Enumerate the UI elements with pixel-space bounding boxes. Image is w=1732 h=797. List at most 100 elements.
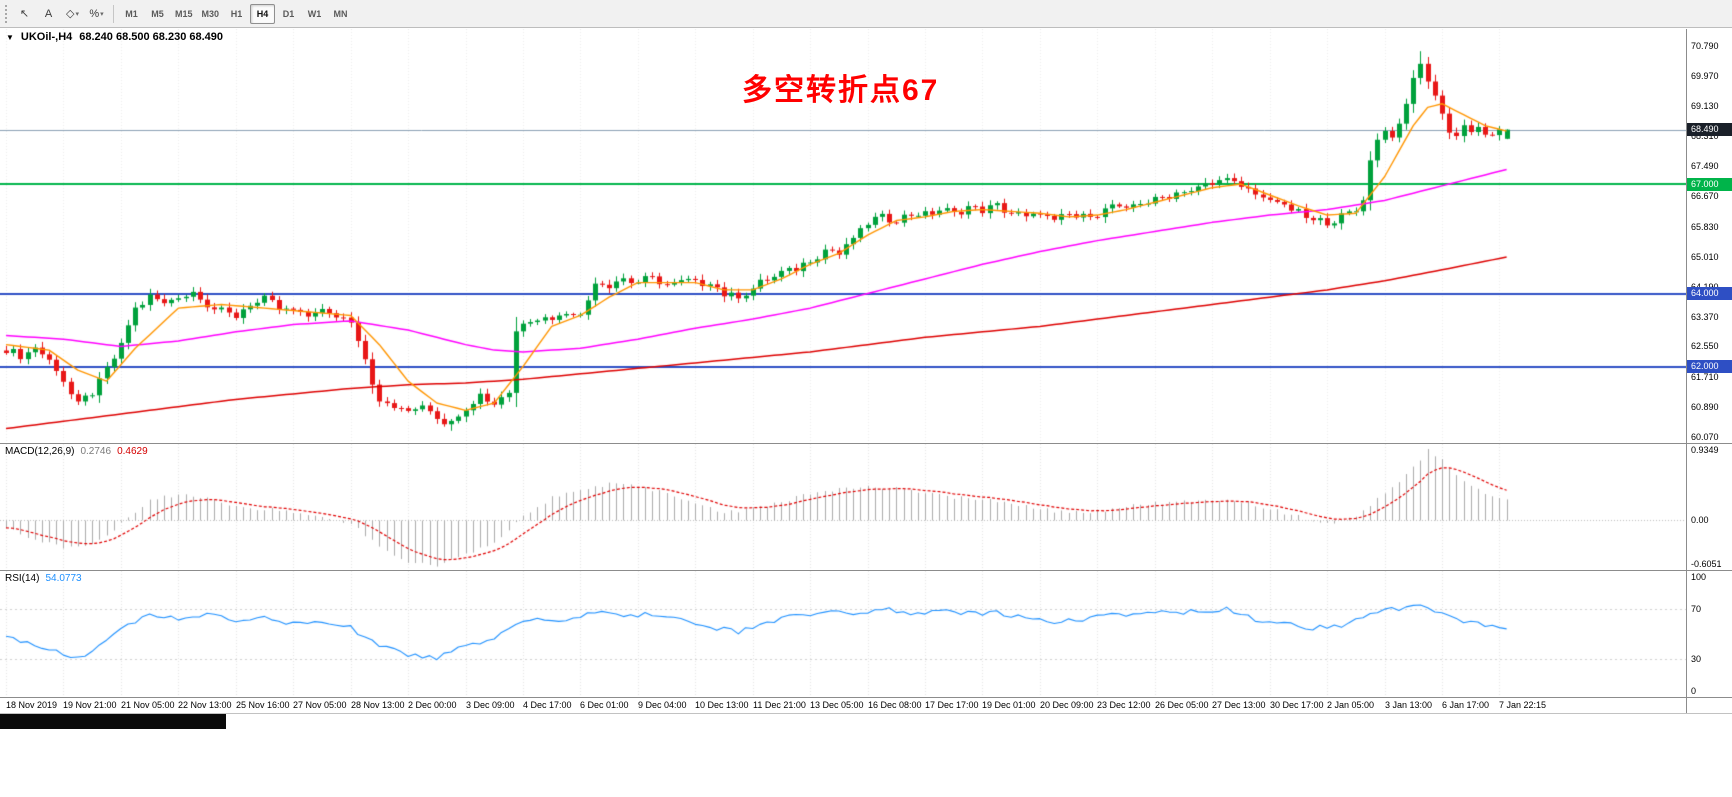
time-label: 2 Dec 00:00	[408, 700, 457, 710]
time-label: 27 Nov 05:00	[293, 700, 347, 710]
timeframe-h4-button[interactable]: H4	[250, 3, 276, 24]
fibonacci-dropdown-icon: %	[89, 7, 100, 20]
time-label: 16 Dec 08:00	[868, 700, 922, 710]
price-scale-tick: 68.310	[1691, 131, 1719, 142]
annotation-text-object[interactable]: 多空转折点67	[742, 74, 940, 107]
level-64-badge: 64.000	[1687, 287, 1732, 301]
text-tool-button[interactable]: A	[37, 4, 60, 24]
price-scale-tick: 60.890	[1691, 402, 1719, 413]
toolbar: ↖ A ◇ ▾% ▾ M1 M5 M15 M30 H1 H4 D1 W1 MN	[0, 0, 1732, 28]
macd-scale-tick: 0.9349	[1691, 445, 1719, 455]
scale-divider	[1686, 29, 1687, 713]
macd-indicator-canvas[interactable]	[0, 444, 1686, 570]
time-label: 23 Dec 12:00	[1097, 700, 1151, 710]
rsi-scale-tick: 30	[1691, 654, 1702, 665]
time-label: 30 Dec 17:00	[1270, 700, 1324, 710]
time-label: 19 Nov 21:00	[63, 700, 117, 710]
time-label: 3 Jan 13:00	[1385, 700, 1433, 710]
text-tool-icon: A	[44, 7, 53, 20]
time-label: 25 Nov 16:00	[236, 700, 290, 710]
price-scale-tick: 66.670	[1691, 191, 1719, 202]
time-label: 17 Dec 17:00	[925, 700, 979, 710]
price-scale-tick: 70.790	[1691, 40, 1719, 51]
triangle-down-icon: ▼	[6, 32, 14, 42]
toolbar-icon-group: ↖ A ◇ ▾% ▾	[13, 4, 108, 24]
time-label: 18 Nov 2019	[6, 700, 58, 710]
draw-tools-dropdown-icon: ◇	[66, 8, 75, 20]
time-label: 7 Jan 22:15	[1499, 700, 1547, 710]
level-67-badge: 67.000	[1687, 177, 1732, 191]
rsi-scale-tick: 0	[1691, 686, 1697, 696]
price-scale[interactable]: 70.790 69.970 69.130 68.310 67.490 66.670 65.8…	[1687, 29, 1732, 443]
draw-tools-dropdown-button[interactable]: ◇ ▾	[61, 4, 84, 24]
macd-signal-value: 0.4629	[117, 446, 148, 457]
macd-scale[interactable]: 0.9349 0.00 -0.6051	[1687, 444, 1732, 570]
rsi-label: RSI(14) 54.0773	[5, 573, 82, 584]
price-scale-tick: 60.070	[1691, 431, 1719, 442]
current-price-badge: 68.490	[1687, 123, 1732, 137]
chevron-down-icon: ▾	[75, 10, 79, 18]
price-scale-tick: 67.490	[1691, 161, 1719, 172]
cursor-tool-button[interactable]: ↖	[13, 4, 36, 24]
time-label: 21 Nov 05:00	[121, 700, 175, 710]
timeframe-group: M1 M5 M15 M30 H1 H4 D1 W1 MN	[119, 3, 353, 24]
chart-symbol-period: UKOil-,H4	[20, 31, 73, 43]
macd-name: MACD(12,26,9)	[5, 446, 75, 457]
time-label: 27 Dec 13:00	[1212, 700, 1266, 710]
window-bottom-border	[0, 713, 1732, 714]
macd-scale-tick: -0.6051	[1691, 559, 1722, 569]
price-scale-tick: 61.710	[1691, 372, 1719, 383]
macd-main-value: 0.2746	[80, 446, 112, 457]
toolbar-drag-handle[interactable]	[5, 4, 8, 23]
time-axis-border	[0, 697, 1732, 698]
chevron-down-icon: ▾	[100, 10, 104, 18]
toolbar-separator	[113, 4, 114, 23]
time-label: 3 Dec 09:00	[466, 700, 515, 710]
rsi-scale-tick: 70	[1691, 603, 1702, 614]
timeframe-mn-button[interactable]: MN	[333, 8, 348, 19]
price-scale-tick: 69.970	[1691, 70, 1719, 81]
panel-splitter-macd[interactable]	[0, 443, 1732, 444]
time-label: 26 Dec 05:00	[1155, 700, 1209, 710]
price-scale-tick: 64.190	[1691, 282, 1719, 292]
rsi-scale-tick: 100	[1691, 572, 1707, 582]
timeframe-m30-button[interactable]: M30	[201, 8, 220, 19]
timeframe-m5-button[interactable]: M5	[151, 8, 164, 19]
timeframe-h1-button[interactable]: H1	[230, 8, 243, 19]
time-label: 19 Dec 01:00	[982, 700, 1036, 710]
price-scale-tick: 65.830	[1691, 221, 1719, 232]
timeframe-m15-button[interactable]: M15	[175, 8, 193, 19]
macd-scale-tick: 0.00	[1691, 515, 1709, 526]
level-62-badge: 62.000	[1687, 360, 1732, 374]
rsi-indicator-canvas[interactable]	[0, 571, 1686, 697]
time-label: 22 Nov 13:00	[178, 700, 232, 710]
panel-splitter-rsi[interactable]	[0, 570, 1732, 571]
chart-title: ▼ UKOil-,H4 68.240 68.500 68.230 68.490	[6, 31, 223, 43]
time-label: 6 Jan 17:00	[1442, 700, 1490, 710]
price-chart-canvas[interactable]	[0, 29, 1686, 443]
time-label: 9 Dec 04:00	[638, 700, 687, 710]
time-label: 6 Dec 01:00	[580, 700, 629, 710]
rsi-value: 54.0773	[45, 573, 82, 584]
chart-ohlc-values: 68.240 68.500 68.230 68.490	[79, 31, 224, 43]
timeframe-m1-button[interactable]: M1	[125, 8, 138, 19]
time-label: 11 Dec 21:00	[753, 700, 806, 710]
time-label: 13 Dec 05:00	[810, 700, 864, 710]
cursor-tool-icon: ↖	[19, 8, 30, 20]
fibonacci-dropdown-button[interactable]: % ▾	[85, 4, 108, 24]
price-scale-tick: 62.550	[1691, 341, 1719, 352]
rsi-scale[interactable]: 100 70 30 0	[1687, 571, 1732, 697]
price-scale-tick: 63.370	[1691, 311, 1719, 322]
rsi-name: RSI(14)	[5, 573, 40, 584]
time-label: 10 Dec 13:00	[695, 700, 749, 710]
timeframe-d1-button[interactable]: D1	[282, 8, 295, 19]
time-axis[interactable]: 18 Nov 2019 19 Nov 21:00 21 Nov 05:00 22 No…	[0, 698, 1732, 713]
timeframe-w1-button[interactable]: W1	[307, 8, 322, 19]
time-label: 4 Dec 17:00	[523, 700, 572, 710]
time-label: 20 Dec 09:00	[1040, 700, 1094, 710]
taskbar-fragment[interactable]	[0, 714, 226, 729]
time-label: 28 Nov 13:00	[351, 700, 405, 710]
time-label: 2 Jan 05:00	[1327, 700, 1375, 710]
macd-label: MACD(12,26,9) 0.2746 0.4629	[5, 446, 148, 457]
